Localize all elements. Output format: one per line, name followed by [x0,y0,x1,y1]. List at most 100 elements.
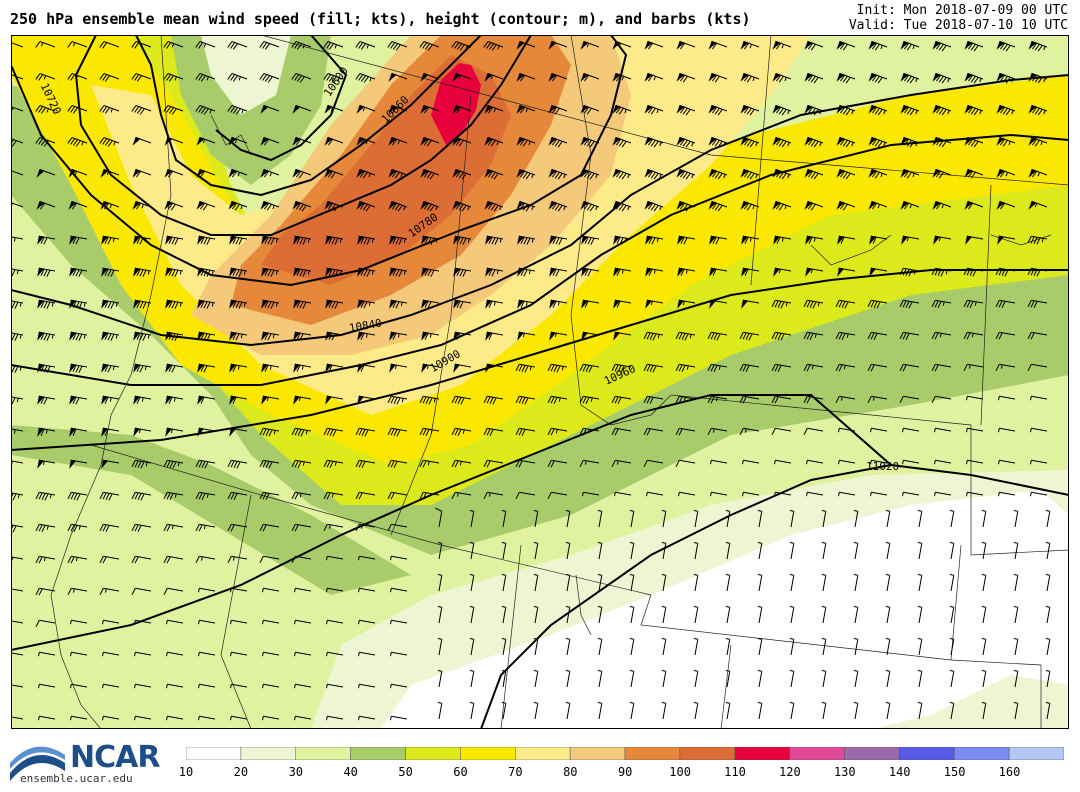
barb-pennant [389,363,397,373]
barb-pennant [1028,168,1037,178]
barb-flag [168,364,173,372]
barb-flag [683,237,688,245]
barb-flag [231,170,238,178]
barb-half-flag [262,620,264,625]
barb-flag [423,202,430,210]
barb-flag [557,204,563,212]
barb-half-flag [614,492,616,497]
barb-pennant [516,168,525,178]
barb-staff [135,683,152,688]
colorbar-tick-label: 50 [398,765,413,779]
barb-half-flag [1041,238,1044,243]
barb-flag [134,492,139,500]
barb-half-flag [691,174,694,179]
barb-flag [931,332,936,339]
barb-flag [653,140,659,148]
barb-flag [715,237,720,245]
barb-pennant [229,299,237,309]
barb-staff [726,671,731,688]
barb-pennant [389,331,397,341]
barb-flag [999,170,1006,178]
barb-pennant [68,200,77,210]
barb-staff [662,543,667,560]
barb-staff [231,683,248,688]
barb-staff [502,511,507,528]
barb-flag [327,138,334,146]
contour-10900 [11,133,1069,386]
barb-pennant [325,235,333,245]
barb-pennant [357,267,365,277]
barb-flag [360,236,365,244]
barb-half-flag [326,684,328,689]
barb-staff [295,651,312,656]
barb-pennant [613,299,621,309]
barb-half-flag [745,428,747,433]
barb-flag [899,364,904,371]
barb-pennant [133,395,141,405]
barb-flag [99,73,105,80]
barb-half-flag [656,109,659,114]
barb-half-flag [339,270,342,275]
barb-pennant [900,136,909,146]
colorbar-segment [295,747,351,760]
barb-flag [845,140,851,148]
barb-staff [758,671,763,688]
barb-flag [973,140,979,148]
barb-half-flag [361,524,363,529]
barb-pennant [420,104,429,114]
barb-half-flag [489,492,491,497]
barb-flag [267,333,272,341]
barb-flag [422,396,427,404]
barb-flag [742,332,747,340]
barb-flag [909,76,915,84]
barb-half-flag [525,301,528,306]
barb-flag [771,332,776,339]
barb-flag [995,364,1000,371]
barb-flag [395,269,400,277]
barb-pennant [645,299,653,309]
barb-flag [99,105,105,112]
barb-half-flag [42,461,45,466]
barb-flag [970,139,976,147]
barb-flag [72,236,77,244]
barb-flag [136,268,141,276]
barb-flag [717,172,723,180]
barb-pennant [356,104,365,114]
barb-staff [758,575,763,592]
barb-staff [11,364,24,368]
barb-flag [163,105,169,112]
barb-pennant [69,459,77,469]
barb-flag [131,524,136,531]
colorbar-segment [405,747,461,760]
barb-flag [616,300,621,308]
barb-flag [1031,74,1038,82]
barb-flag [110,333,115,341]
barb-staff [327,555,344,560]
barb-pennant [388,72,397,82]
barb-flag [11,333,16,341]
barb-half-flag [109,204,112,209]
barb-flag [870,364,875,372]
barb-pennant [452,168,461,178]
barb-pennant [517,299,525,309]
barb-half-flag [565,510,570,512]
barb-flag [845,108,851,116]
barb-flag [263,138,270,146]
barb-pennant [996,40,1005,50]
barb-staff [1014,639,1019,656]
barb-half-flag [390,684,392,689]
barb-flag [361,429,366,437]
barb-staff [470,511,475,528]
barb-half-flag [915,78,918,83]
barb-flag [583,202,590,210]
barb-flag [131,588,136,595]
barb-flag [550,460,555,468]
barb-pennant [804,40,813,50]
barb-half-flag [211,270,214,275]
barb-half-flag [661,702,666,704]
barb-flag [871,138,878,146]
barb-half-flag [299,493,302,498]
barb-flag [521,365,526,373]
barb-flag [262,428,267,436]
barb-half-flag [966,460,968,465]
